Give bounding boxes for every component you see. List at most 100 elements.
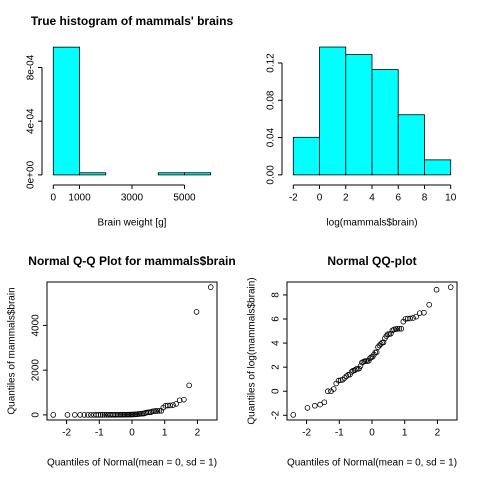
qq-point xyxy=(317,401,323,408)
y-tick-label: 6 xyxy=(271,316,282,322)
qq-point xyxy=(426,301,432,308)
qq-point xyxy=(413,313,419,320)
panel-title: True histogram of mammals' brains xyxy=(31,14,234,28)
qq-point xyxy=(181,396,187,403)
qq-point xyxy=(421,309,427,316)
y-tick-label: 0.00 xyxy=(266,165,277,185)
plot-frame xyxy=(286,281,458,421)
qq-point xyxy=(173,401,179,407)
histogram-bar xyxy=(319,46,347,176)
histogram-bar xyxy=(345,54,373,176)
qq-point xyxy=(396,325,403,332)
qq-point xyxy=(367,355,373,362)
x-tick-label: 10 xyxy=(445,193,457,204)
qq-point xyxy=(304,405,311,411)
panel-title: Normal QQ-plot xyxy=(327,254,416,268)
qq-point xyxy=(176,397,183,404)
x-tick-label: 0 xyxy=(317,193,323,204)
panel: Normal QQ-plot Quantiles of Normal(mean =… xyxy=(247,254,458,469)
histogram-bar xyxy=(52,46,80,176)
qq-point xyxy=(385,331,391,337)
x-tick-label: 8 xyxy=(422,193,428,204)
y-tick-label: 2000 xyxy=(31,359,42,382)
histogram-bar xyxy=(79,172,107,176)
qq-point xyxy=(357,363,364,369)
y-tick-label: 0.04 xyxy=(266,127,277,147)
x-tick-label: 3000 xyxy=(121,193,144,204)
qq-point xyxy=(343,373,350,379)
qq-point xyxy=(167,402,174,409)
x-tick-label: -2 xyxy=(62,428,71,439)
x-axis-label: Quantiles of Normal(mean = 0, sd = 1) xyxy=(287,458,457,469)
qq-point xyxy=(97,412,104,418)
qq-point xyxy=(330,386,337,392)
qq-point xyxy=(164,402,171,409)
y-tick-label: 0.12 xyxy=(266,53,277,73)
histogram-bar xyxy=(184,172,212,176)
qq-point xyxy=(348,369,355,375)
qq-point xyxy=(290,412,297,418)
y-axis-label: Quantiles of mammals$brain xyxy=(7,287,18,414)
x-tick-label: 0 xyxy=(129,428,135,439)
qq-point xyxy=(85,412,91,418)
panel: True histogram of mammals' brains Brain w… xyxy=(26,14,234,228)
qq-point xyxy=(154,408,161,414)
y-tick-label: 0e+00 xyxy=(26,160,37,189)
x-tick-label: 5000 xyxy=(173,193,196,204)
qq-point xyxy=(365,358,372,364)
qq-point xyxy=(156,408,163,414)
qq-point xyxy=(394,325,401,332)
x-tick-label: 2 xyxy=(435,428,441,439)
y-tick-label: 4000 xyxy=(31,314,42,337)
x-axis-label: log(mammals$brain) xyxy=(326,218,417,229)
y-tick-label: 0 xyxy=(271,388,282,394)
x-tick-label: 0 xyxy=(369,428,375,439)
qq-point xyxy=(50,412,57,418)
qq-point xyxy=(388,330,394,337)
x-tick-label: 1 xyxy=(402,428,408,439)
qq-point xyxy=(321,399,328,406)
qq-point xyxy=(335,377,342,384)
qq-point xyxy=(95,412,102,418)
y-tick-label: 0 xyxy=(31,412,42,418)
x-tick-label: 4 xyxy=(369,193,375,204)
qq-point xyxy=(151,408,157,414)
qq-point xyxy=(398,325,405,332)
qq-point xyxy=(88,412,94,418)
y-tick-label: -2 xyxy=(271,410,282,419)
qq-point xyxy=(404,315,411,322)
qq-point xyxy=(416,310,423,316)
y-tick-label: 4 xyxy=(271,340,282,346)
histogram-bar xyxy=(424,159,452,176)
qq-point xyxy=(152,408,159,414)
qq-point xyxy=(193,309,200,315)
qq-point xyxy=(410,315,416,321)
x-tick-label: -1 xyxy=(335,428,344,439)
qq-point xyxy=(207,284,214,290)
histogram-bar xyxy=(157,172,185,176)
x-tick-label: 2 xyxy=(343,193,349,204)
panel: log(mammals$brain) -2 0 2 4 6 8 10 0.00 0.04 0.08 0… xyxy=(266,46,457,229)
qq-point xyxy=(312,402,318,409)
qq-point xyxy=(72,412,78,418)
panel-title: Normal Q-Q Plot for mammals$brain xyxy=(28,254,235,268)
qq-point xyxy=(433,286,440,293)
x-tick-label: 1 xyxy=(162,428,168,439)
qq-point xyxy=(325,388,331,395)
x-axis-label: Brain weight [g] xyxy=(98,218,167,229)
y-tick-label: 2 xyxy=(271,364,282,370)
x-tick-label: 0 xyxy=(51,193,57,204)
x-tick-label: 6 xyxy=(395,193,401,204)
y-tick-label: 8e-04 xyxy=(26,54,37,80)
qq-point xyxy=(99,412,106,418)
qq-point xyxy=(339,376,346,383)
y-axis-label: Quantiles of log(mammals$brain) xyxy=(247,277,258,424)
qq-point xyxy=(64,412,71,418)
x-tick-label: 1000 xyxy=(68,193,91,204)
y-tick-label: 0.08 xyxy=(266,90,277,110)
plot-frame xyxy=(46,281,218,421)
y-tick-label: 4e-04 xyxy=(26,108,37,134)
qq-point xyxy=(77,412,83,418)
histogram-bar xyxy=(371,69,399,176)
qq-point xyxy=(101,412,108,418)
